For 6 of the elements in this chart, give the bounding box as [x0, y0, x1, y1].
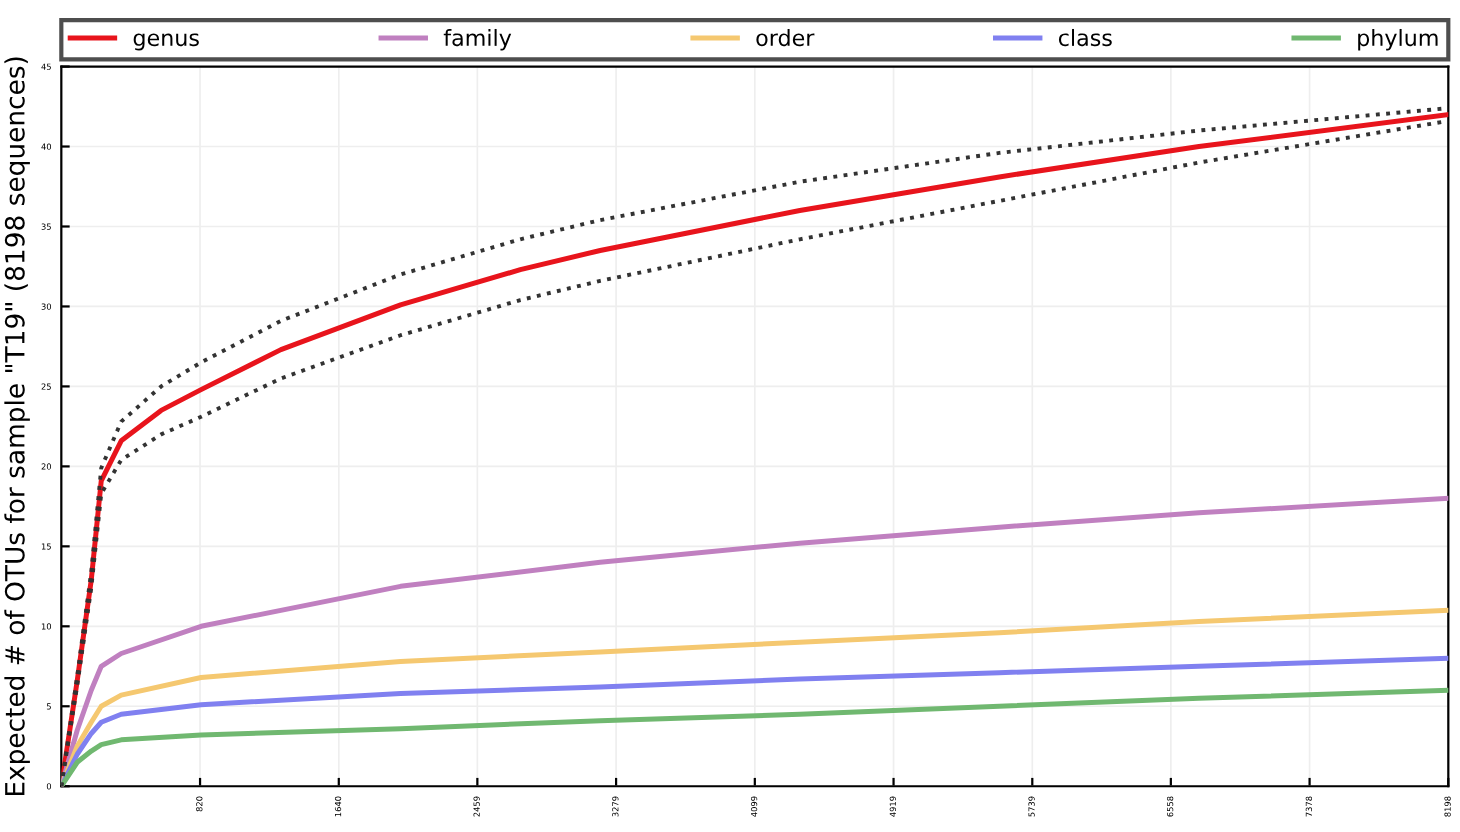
legend-label: phylum [1358, 28, 1438, 51]
legend-label: family [443, 28, 512, 51]
y-axis-title: Expected # of OTUs for sample "T19" (8198 sequences) [4, 57, 30, 796]
legend-label: order [756, 28, 815, 47]
legend-label: genus [133, 33, 199, 51]
legend-label: class [1058, 28, 1112, 47]
